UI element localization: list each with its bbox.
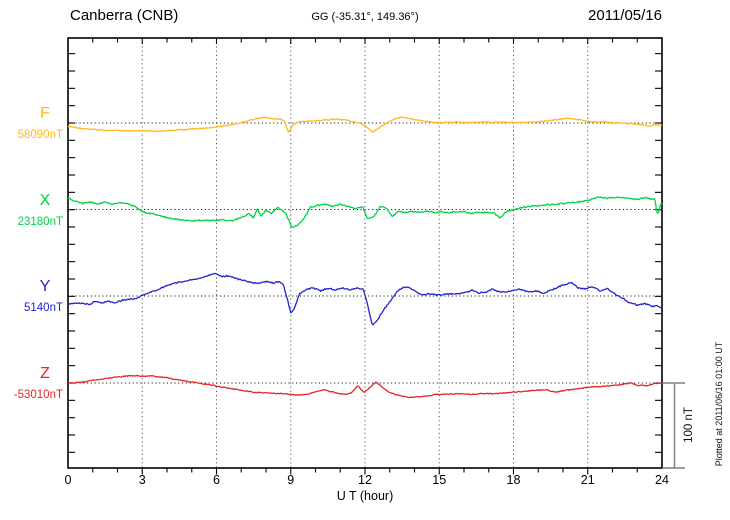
plot-date: 2011/05/16 — [588, 7, 662, 24]
trace-baseline-value-y: 5140nT — [23, 302, 63, 314]
x-tick-label-9: 9 — [287, 473, 295, 487]
trace-label-x: X — [39, 191, 51, 209]
trace-x — [67, 196, 663, 228]
trace-label-y: Y — [39, 278, 51, 295]
trace-label-z: Z — [40, 365, 50, 382]
scale-bar-label: 100 nT — [683, 407, 695, 443]
trace-baseline-value-z: -53010nT — [13, 389, 63, 401]
trace-y — [67, 272, 663, 326]
x-tick-label-18: 18 — [506, 473, 521, 487]
station-coordinates: GG (-35.31°, 149.36°) — [311, 11, 419, 23]
x-tick-label-12: 12 — [358, 473, 372, 487]
x-tick-label-6: 6 — [213, 473, 220, 487]
plotted-at-note: Plotted at 2011/06/16 01:00 UT — [714, 341, 724, 467]
x-axis-title: U T (hour) — [336, 489, 394, 503]
trace-baseline-value-f: 58090nT — [17, 129, 63, 141]
x-tick-label-21: 21 — [580, 473, 595, 487]
trace-baseline-value-x: 23180nT — [17, 215, 63, 228]
trace-z — [67, 374, 663, 399]
station-title: Canberra (CNB) — [70, 7, 179, 24]
x-tick-label-0: 0 — [64, 473, 72, 487]
x-tick-label-3: 3 — [138, 473, 146, 487]
trace-f — [67, 116, 663, 133]
trace-label-f: F — [40, 105, 50, 122]
x-tick-label-15: 15 — [432, 473, 447, 487]
x-tick-label-24: 24 — [655, 473, 669, 487]
